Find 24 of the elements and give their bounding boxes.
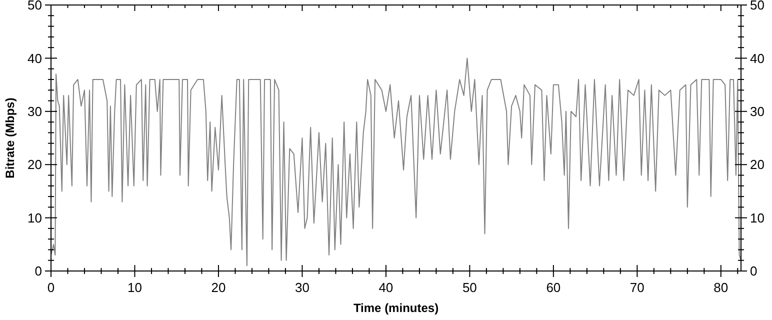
x-tick-label: 40: [378, 280, 394, 295]
y-tick-label: 30: [28, 104, 42, 119]
y-tick-label: 50: [28, 0, 42, 13]
y2-tick-label: 30: [750, 104, 764, 119]
x-tick-label: 30: [294, 280, 310, 295]
y2-tick-label: 50: [750, 0, 764, 13]
y-tick-label: 10: [28, 210, 42, 226]
x-tick-label: 70: [630, 280, 644, 295]
x-tick-label: 20: [211, 280, 226, 295]
y2-tick-label: 10: [750, 210, 764, 226]
x-tick-label: 10: [128, 280, 142, 295]
y2-tick-label: 0: [750, 264, 758, 279]
y-axis-title: Bitrate (Mbps): [3, 98, 17, 178]
y2-tick-label: 40: [750, 50, 764, 66]
x-tick-label: 80: [714, 280, 728, 295]
x-tick-label: 0: [47, 280, 55, 295]
y-tick-label: 40: [28, 50, 42, 66]
x-axis-title: Time (minutes): [353, 301, 439, 315]
line-series: [50, 58, 742, 266]
y-tick-label: 0: [34, 264, 42, 279]
x-tick-label: 50: [462, 280, 477, 295]
x-tick-label: 60: [546, 280, 561, 295]
y2-tick-label: 20: [750, 157, 764, 172]
y-tick-label: 20: [28, 157, 42, 172]
